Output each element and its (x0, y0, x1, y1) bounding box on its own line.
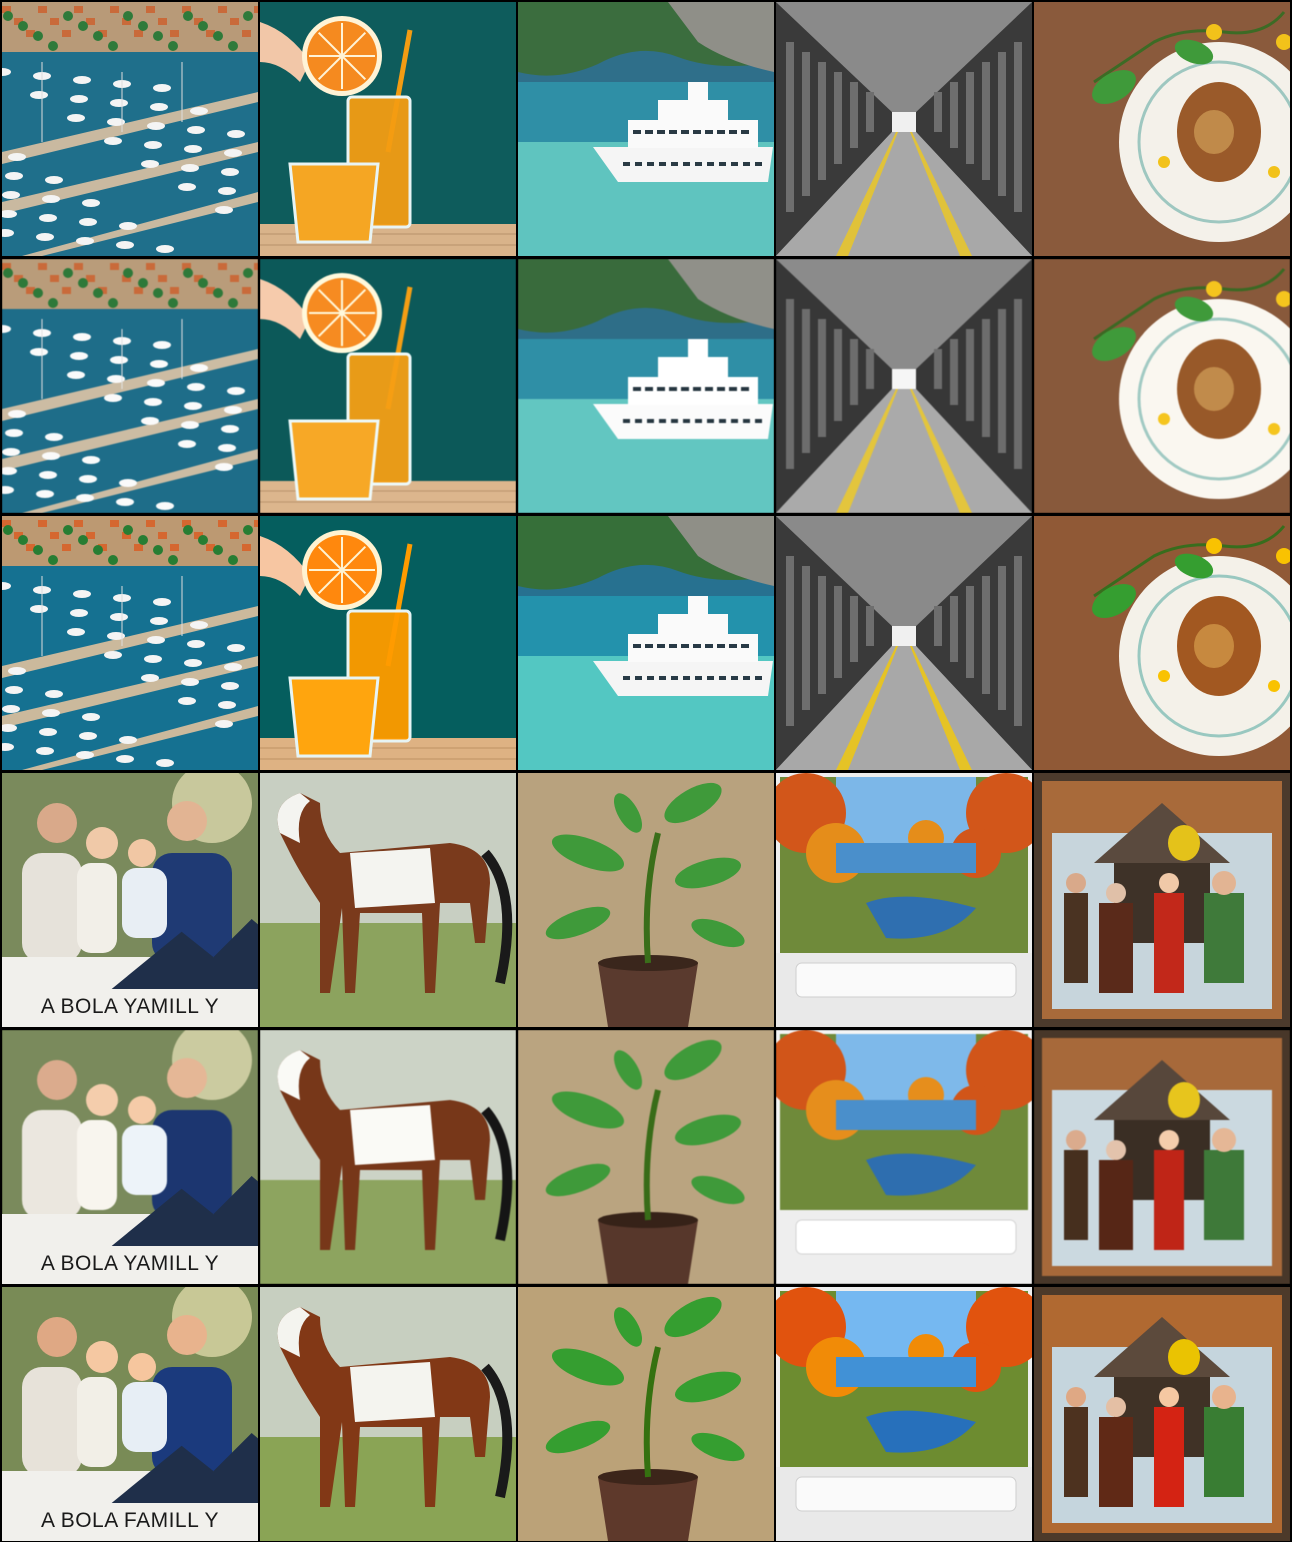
yacht-original-image (518, 2, 774, 256)
family-caption: A BOLA FAMILL Y (41, 1509, 219, 1532)
plant-original-image (518, 773, 774, 1027)
harbor-original-image (2, 2, 258, 256)
mountain-logo-icon (111, 1176, 258, 1246)
horse-stylized-image (260, 1287, 516, 1541)
caption-strip: A BOLA YAMILL Y (2, 1176, 258, 1284)
family-caption: A BOLA YAMILL Y (40, 995, 220, 1018)
caption-strip: A BOLA FAMILL Y (2, 1433, 258, 1541)
autumn-original-image (776, 773, 1032, 1027)
horse-original-image (260, 773, 516, 1027)
plant-stylized-image (518, 1287, 774, 1541)
mountain-logo-icon (111, 1433, 258, 1503)
village-noisy-image (1034, 1030, 1290, 1284)
family-noisy-image: A BOLA YAMILL Y (2, 1030, 258, 1284)
caption-strip: A BOLA YAMILL Y (2, 919, 258, 1027)
subway-stylized-image (776, 516, 1032, 770)
subway-original-image (776, 2, 1032, 256)
harbor-stylized-image (2, 516, 258, 770)
autumn-stylized-image (776, 1287, 1032, 1541)
village-stylized-image (1034, 1287, 1290, 1541)
pastry-stylized-image (1034, 516, 1290, 770)
juice-original-image (260, 2, 516, 256)
family-stylized-image: A BOLA FAMILL Y (2, 1287, 258, 1541)
horse-noisy-image (260, 1030, 516, 1284)
pastry-noisy-image (1034, 259, 1290, 513)
subway-noisy-image (776, 259, 1032, 513)
yacht-stylized-image (518, 516, 774, 770)
family-caption: A BOLA YAMILL Y (40, 1252, 220, 1275)
juice-stylized-image (260, 516, 516, 770)
plant-noisy-image (518, 1030, 774, 1284)
autumn-noisy-image (776, 1030, 1032, 1284)
family-original-image: A BOLA YAMILL Y (2, 773, 258, 1027)
village-original-image (1034, 773, 1290, 1027)
mountain-logo-icon (111, 919, 258, 989)
harbor-noisy-image (2, 259, 258, 513)
yacht-noisy-image (518, 259, 774, 513)
pastry-original-image (1034, 2, 1290, 256)
juice-noisy-image (260, 259, 516, 513)
